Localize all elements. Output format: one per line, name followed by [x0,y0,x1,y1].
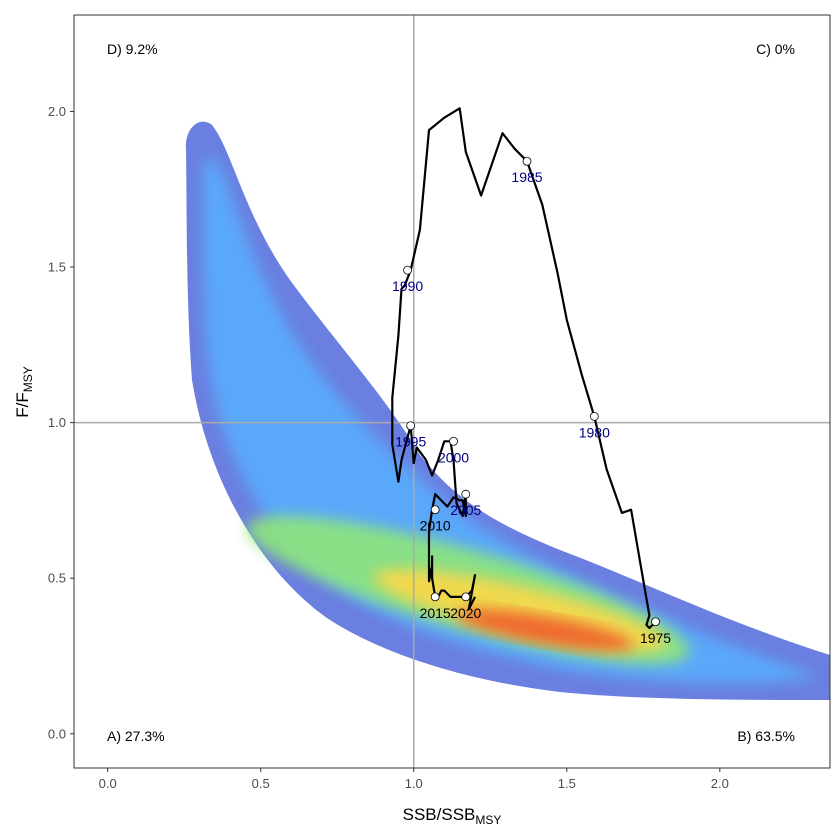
year-points [403,156,660,627]
y-axis-ticks: 0.0 0.5 1.0 1.5 2.0 [48,104,74,741]
year-label-1990: 1990 [392,278,423,294]
year-label-1995: 1995 [395,434,426,450]
density-band-core [456,609,634,651]
y-tick-label: 1.5 [48,260,66,275]
year-point-2000 [449,436,458,446]
x-axis-title: SSB/SSBMSY [403,805,502,827]
quadrant-d-label: D) 9.2% [107,41,158,57]
x-tick-label: 0.0 [99,776,117,791]
year-label-2020: 2020 [450,605,481,621]
year-point-2010 [430,505,440,515]
x-tick-label: 2.0 [711,776,729,791]
x-tick-label: 0.5 [252,776,270,791]
year-label-2010: 2010 [420,518,451,534]
year-point-2005 [461,489,471,499]
year-label-1980: 1980 [579,424,610,440]
density-cloud [185,121,830,700]
quadrant-a-label: A) 27.3% [107,728,165,744]
y-tick-label: 0.0 [48,726,66,741]
quadrant-b-label: B) 63.5% [737,728,795,744]
year-point-1995 [406,421,416,431]
quadrant-c-label: C) 0% [756,41,795,57]
y-tick-label: 1.0 [48,415,66,430]
year-point-1980 [589,411,599,421]
year-point-1985 [522,156,532,166]
year-point-1975 [651,617,660,627]
year-point-2015 [430,592,440,602]
y-tick-label: 0.5 [48,571,66,586]
year-label-1975: 1975 [640,630,671,646]
panel-border [73,14,831,769]
year-label-2015: 2015 [420,605,451,621]
year-point-1990 [403,265,413,275]
y-tick-label: 2.0 [48,104,66,119]
year-point-2020 [461,592,471,602]
y-axis-title: F/FMSY [13,366,35,418]
year-label-2000: 2000 [438,449,469,465]
x-tick-label: 1.0 [405,776,423,791]
year-label-2005: 2005 [450,502,481,518]
year-label-1985: 1985 [511,169,542,185]
x-tick-label: 1.5 [558,776,576,791]
x-axis-ticks: 0.0 0.5 1.0 1.5 2.0 [99,768,729,791]
